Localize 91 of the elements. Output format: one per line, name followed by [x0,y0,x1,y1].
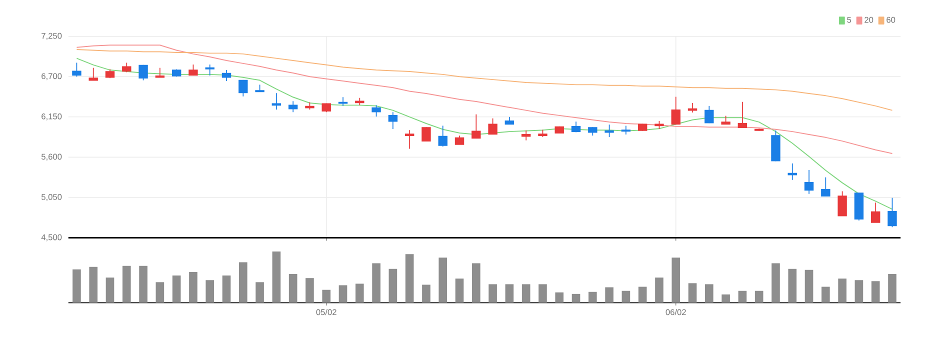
bar [72,269,81,303]
bar [222,276,231,303]
bar [472,263,480,303]
bar [672,258,680,303]
bar [256,282,264,303]
candlestick [222,70,232,82]
bar [106,278,114,303]
bar [355,284,364,303]
candlestick [88,67,98,81]
candlestick [72,62,82,78]
bar [388,268,398,303]
y-tick-label: 5,050 [42,194,62,201]
bar [488,284,497,303]
bar [455,278,464,303]
y-tick-label: 4,500 [41,234,62,242]
candlestick [571,121,581,133]
bar [505,284,514,303]
candlestick [621,125,631,135]
bar [122,266,131,303]
bar [588,292,597,303]
candlestick [604,124,614,138]
candlestick [521,130,531,141]
bar [422,284,430,303]
bar [871,281,880,303]
bar [522,284,530,303]
y-tick-label: 6,700 [42,73,62,80]
bar [738,290,747,303]
candlestick [671,96,680,125]
candlestick [488,118,498,135]
candlestick [122,62,132,73]
bar [538,284,547,303]
candlestick [472,114,481,139]
candlestick [821,176,830,197]
candlestick [838,190,847,216]
bar [854,280,864,303]
candlestick [738,101,748,128]
candlestick [205,64,214,76]
bar [172,276,181,303]
candlestick [404,130,414,150]
bar [888,274,896,303]
bar [89,266,98,303]
candlestick [372,104,381,118]
legend-label: 5 [847,16,852,23]
candlestick [422,126,431,142]
candlestick [238,80,248,97]
bar [322,290,331,303]
bar [189,272,198,303]
y-tick-label: 5,600 [42,154,62,161]
bar [838,278,846,303]
bar [772,263,780,303]
bar [555,292,564,303]
legend-label: 20 [864,16,874,23]
bar [638,286,647,303]
bar [288,274,298,303]
bar [572,294,580,303]
bar [306,278,314,303]
bar [372,263,380,303]
bar [139,266,148,303]
bar [206,280,214,303]
bar [822,286,830,303]
bar [438,258,448,303]
y-tick-label: 7,250 [42,32,62,40]
candlestick [704,106,714,124]
bar [605,287,614,303]
x-tick-label: 06/02 [666,309,686,316]
bar [688,283,697,303]
y-tick-label: 6,150 [42,114,62,120]
bar [622,290,630,303]
candlestick [388,112,398,130]
candlestick [870,202,880,223]
bar [655,278,664,303]
candlestick [155,67,165,78]
candlestick [804,170,814,194]
bar [272,252,281,303]
bar [722,294,730,303]
candlestick [138,64,148,81]
legend-label: 60 [886,16,896,23]
bar [238,262,248,303]
bar [338,285,348,303]
candlestick [688,102,698,113]
candlestick [888,197,897,228]
bar [804,270,814,303]
x-tick-label: 05/02 [316,309,336,316]
bar [754,290,764,303]
candlestick [438,125,448,148]
candlestick [288,100,298,113]
bar [156,282,164,303]
bar [405,254,414,303]
bar [705,284,714,303]
bar [788,268,797,303]
candlestick [338,96,348,106]
